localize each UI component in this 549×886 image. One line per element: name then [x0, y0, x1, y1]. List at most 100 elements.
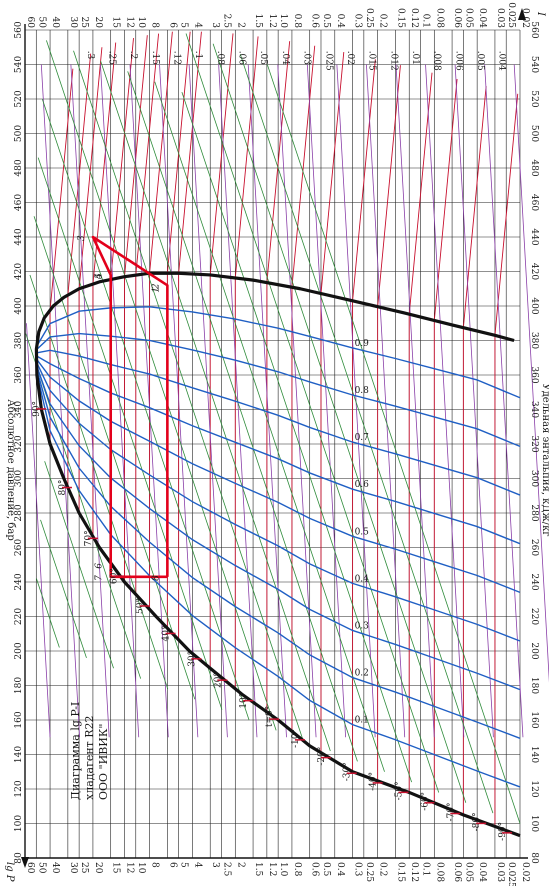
pressure-tick-label: 8: [150, 862, 160, 868]
isotherm-label: -60°: [420, 792, 430, 811]
quality-label: 0.1: [355, 716, 369, 726]
pressure-tick-label-top: 5: [179, 22, 189, 28]
enthalpy-tick-label: 200: [14, 642, 24, 659]
enthalpy-tick-label-right: 420: [529, 263, 539, 280]
cycle-path: [91, 235, 169, 579]
isentrope-curve: [181, 91, 412, 783]
pressure-tick-label-top: 0.3: [353, 14, 363, 29]
isochore-curve: [277, 64, 317, 738]
isochore-lines: [26, 64, 549, 738]
isotherm-label: -20°: [317, 747, 327, 766]
isochore-label: .025: [323, 51, 333, 71]
isentrope-curve: [46, 40, 277, 731]
enthalpy-tick-label-right: 200: [529, 642, 539, 659]
y-axis-arrow-icon: [21, 857, 29, 868]
cycle-point-label: 7: [95, 575, 105, 581]
enthalpy-tick-label: 220: [14, 608, 24, 625]
enthalpy-tick-label-right: 240: [529, 573, 539, 590]
isochore-curve: [70, 64, 110, 738]
enthalpy-tick-label-right: 80: [529, 852, 539, 864]
pressure-tick-label: 6: [167, 862, 177, 868]
enthalpy-tick-label: 560: [14, 21, 24, 38]
isotherm-curve: [149, 31, 173, 610]
pressure-tick-label: 0.03: [495, 862, 505, 882]
isotherm-curve: [266, 41, 291, 712]
isochore-curve: [454, 64, 494, 738]
isotherm-label: t=0°: [265, 706, 275, 727]
enthalpy-tick-label: 460: [14, 194, 24, 211]
enthalpy-tick-label: 80: [14, 852, 24, 864]
pressure-tick-label: 0.25: [364, 862, 374, 882]
isochore-label: .3: [85, 51, 95, 60]
isochore-curve: [395, 64, 435, 738]
isotherm-label: -90°: [498, 822, 508, 841]
pressure-tick-label: 0.3: [353, 862, 363, 877]
quality-line: [36, 359, 521, 594]
pressure-tick-label: 1.0: [278, 862, 288, 877]
isotherm-curve: [320, 52, 345, 753]
refrigeration-cycle: 12 3 45 6 7 8: [77, 235, 169, 581]
x-tick-labels: 80 80 100 100 120 120 140 140 160 160 180 180 200 200…: [14, 21, 539, 864]
quality-label: 0.5: [355, 527, 370, 537]
quality-label: 0.7: [355, 433, 370, 443]
isochore-curve: [40, 64, 81, 738]
isochore-label: .015: [367, 51, 377, 71]
pressure-tick-label: 0.06: [452, 862, 462, 882]
isentrope-curve: [127, 71, 358, 762]
pressure-tick-label-top: 50: [36, 17, 46, 29]
pressure-tick-label-top: 0.5: [321, 14, 331, 29]
enthalpy-tick-label: 380: [14, 332, 24, 349]
enthalpy-tick-label: 160: [14, 711, 24, 728]
y-axis-title: Абсолютное давление, бар: [5, 399, 16, 541]
enthalpy-tick-label: 500: [14, 125, 24, 142]
enthalpy-tick-label-right: 140: [529, 746, 539, 763]
enthalpy-tick-label-right: 120: [529, 780, 539, 797]
y-tick-labels: 6060505040403030252520201515121210108866…: [25, 2, 530, 886]
cycle-point-label: 6: [95, 563, 105, 569]
pressure-tick-label-top: 15: [111, 17, 121, 29]
pressure-tick-label: 0.05: [463, 862, 473, 882]
isochore-curve: [159, 64, 199, 738]
pressure-tick-label: 0.5: [321, 862, 331, 877]
isotherm-curve: [124, 35, 148, 582]
isentrope-curve: [266, 64, 521, 824]
enthalpy-tick-label: 140: [14, 746, 24, 763]
pressure-tick-label-top: 0.04: [477, 8, 487, 28]
enthalpy-tick-label: 420: [14, 263, 24, 280]
isochore-curve: [100, 64, 140, 738]
pressure-tick-label: 15: [111, 862, 121, 874]
enthalpy-tick-label-right: 280: [529, 504, 539, 521]
pressure-tick-label: 3: [210, 862, 220, 868]
pressure-tick-label-top: 0.05: [463, 8, 473, 28]
x-axis-arrow-icon: [518, 8, 526, 20]
isochore-label: .004: [497, 51, 507, 71]
pressure-tick-label: 0.6: [310, 862, 320, 877]
quality-label: 0.4: [355, 574, 370, 584]
cycle-point-label: 5: [95, 273, 105, 279]
cycle-point-label: 1: [151, 287, 161, 293]
isochore-label: .01: [410, 51, 420, 65]
quality-label: 0.3: [355, 621, 370, 631]
cycle-point-label: 4: [95, 273, 105, 280]
quality-line: [36, 306, 521, 399]
quality-label: 0.9: [355, 339, 370, 349]
isotherm-label: -30°: [343, 762, 353, 781]
cycle-point-label: 2: [151, 283, 161, 290]
pressure-tick-label: 0.4: [335, 862, 345, 877]
quality-line: [36, 375, 521, 788]
isotherm-curve: [135, 33, 160, 595]
pressure-tick-label: 25: [79, 862, 89, 874]
enthalpy-tick-label-right: 380: [529, 332, 539, 349]
enthalpy-tick-label-right: 260: [529, 539, 539, 556]
pressure-tick-label: 0.025: [506, 862, 516, 886]
pressure-tick-label-top: 1.2: [267, 14, 277, 28]
isentrope-curve: [41, 98, 250, 721]
isochore-label: .012: [388, 51, 398, 71]
isotherm-curve: [433, 78, 458, 803]
quality-line: [37, 332, 521, 448]
pressure-tick-label: 0.2: [378, 862, 388, 876]
quality-line: [37, 349, 521, 496]
pressure-tick-label-top: 8: [150, 22, 160, 28]
isotherm-curve: [462, 86, 487, 815]
